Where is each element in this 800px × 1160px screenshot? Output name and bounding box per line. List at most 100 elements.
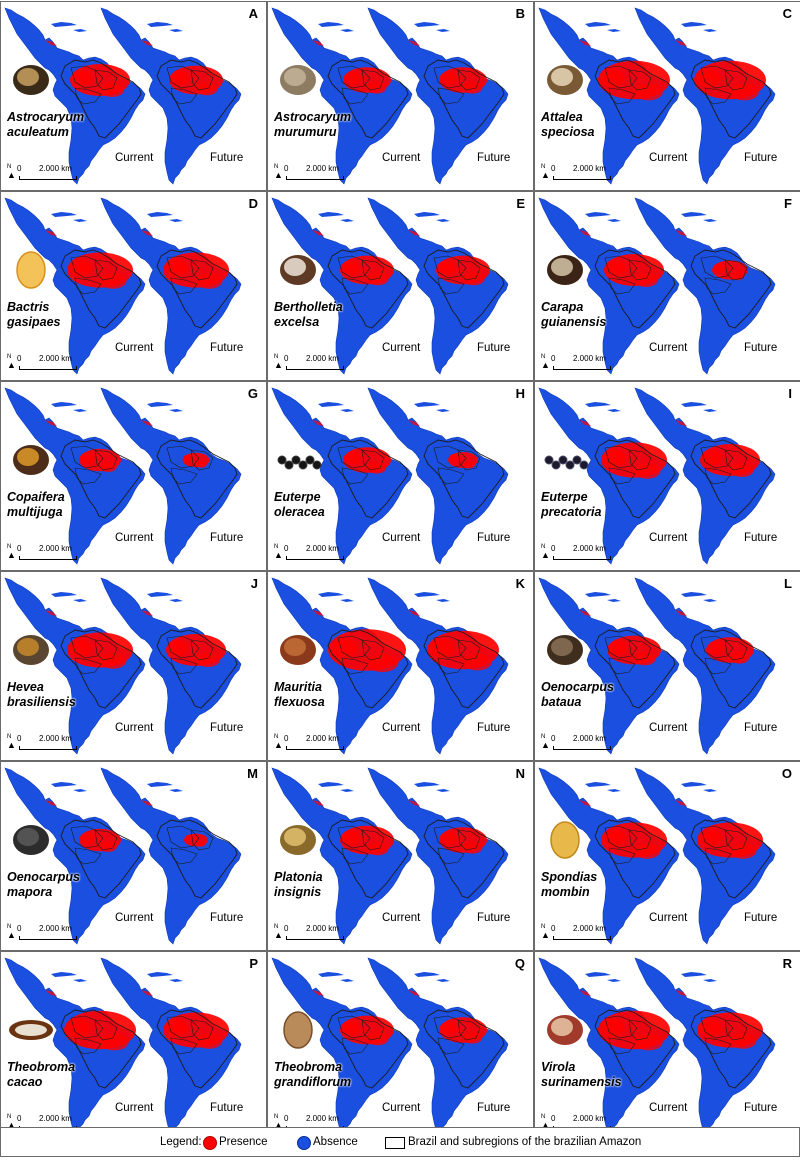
species-name: Hevea brasiliensis [7, 680, 76, 710]
brazil-boundary [690, 249, 772, 329]
caribbean-islands [681, 592, 717, 602]
amazon-subregion-boundary [190, 69, 214, 91]
presence-area [675, 230, 687, 236]
caribbean-islands [51, 592, 87, 602]
scale-bar-line [553, 556, 611, 560]
future-map [100, 767, 242, 945]
brazil-boundary [156, 629, 238, 709]
absence-area [271, 577, 413, 755]
future-map [100, 577, 242, 755]
presence-area [634, 83, 663, 101]
north-label: N [7, 924, 12, 930]
future-label: Future [210, 912, 244, 924]
scale-bar: N ▲ 0 2.000 km [5, 164, 115, 188]
presence-area [141, 990, 153, 996]
presence-area [675, 990, 687, 996]
amazon-subregion-boundary [70, 255, 104, 279]
amazon-subregion-boundary [337, 65, 371, 89]
absence-area [4, 577, 146, 755]
genus-label: Hevea [7, 680, 44, 694]
future-label: Future [477, 1102, 511, 1114]
panel-maps [538, 767, 776, 945]
amazon-subregion-boundary [700, 65, 734, 89]
species-name: Copaifera multijuga [7, 490, 65, 520]
scale-bar-line [19, 366, 77, 370]
amazon-subregion-boundary [70, 445, 104, 469]
presence-area [312, 800, 324, 806]
map-panel-g: G Copaifera multijuga Current Future N ▲ 0 2.000… [0, 381, 267, 571]
presence-area [367, 653, 399, 673]
map-panel-m: M Oenocarpus mapora Current Future N ▲ 0 2.000 k… [0, 761, 267, 951]
presence-area [699, 1019, 722, 1037]
future-map [100, 197, 242, 375]
current-label: Current [382, 912, 421, 924]
presence-area [713, 263, 726, 273]
brazil-boundary [594, 819, 676, 899]
species-name: Virola surinamensis [541, 1060, 622, 1090]
presence-area [367, 272, 389, 286]
absence-area [100, 767, 242, 945]
current-label: Current [382, 342, 421, 354]
presence-area [165, 1019, 188, 1037]
north-label: N [274, 354, 279, 360]
amazon-subregion-boundary [74, 1037, 102, 1055]
amazon-subregion-boundary [704, 847, 732, 865]
amazon-subregion-boundary [341, 1037, 369, 1055]
presence-area [675, 610, 687, 616]
presence-area [45, 800, 57, 806]
scale-distance: 2.000 km [573, 924, 606, 933]
caribbean-islands [585, 782, 621, 792]
amazon-subregion-boundary [361, 69, 385, 91]
brazil-boundary [60, 59, 142, 139]
amazon-subregion-boundary [700, 1015, 734, 1039]
species-name: Theobroma grandiflorum [274, 1060, 351, 1090]
current-label: Current [649, 532, 688, 544]
future-label: Future [477, 722, 511, 734]
species-name: Euterpe oleracea [274, 490, 325, 520]
amazon-subregion-boundary [190, 259, 214, 281]
caribbean-islands [318, 212, 354, 222]
caribbean-islands [318, 22, 354, 32]
presence-area [675, 40, 687, 46]
brazil-boundary [156, 439, 238, 519]
species-name: Bertholletia excelsa [274, 300, 343, 330]
brazil-nut-icon [280, 255, 316, 285]
current-label: Current [115, 152, 154, 164]
acai-berries-icon [277, 455, 322, 470]
absence-area [538, 387, 680, 565]
map-panel-n: N Platonia insignis Current Future N ▲ 0 2.000 k… [267, 761, 534, 951]
presence-area [634, 652, 656, 666]
amazon-subregion-boundary [608, 467, 636, 485]
epithet-label: murumuru [274, 125, 337, 139]
genus-label: Bertholletia [274, 300, 343, 314]
amazon-subregion-boundary [70, 635, 104, 659]
scale-zero: 0 [17, 164, 22, 173]
caribbean-islands [585, 592, 621, 602]
map-panel-q: Q Theobroma grandiflorum Current Future N ▲ 0 2.… [267, 951, 534, 1141]
current-label: Current [382, 532, 421, 544]
amazon-subregion-boundary [170, 657, 198, 675]
amazon-subregion-boundary [628, 1019, 652, 1041]
caribbean-islands [147, 402, 183, 412]
amazon-subregion-boundary [94, 1019, 118, 1041]
brazil-boundary [690, 819, 772, 899]
caribbean-islands [585, 22, 621, 32]
presence-area [429, 638, 454, 658]
amazon-subregion-boundary [361, 639, 385, 661]
north-label: N [274, 734, 279, 740]
panel-maps [538, 197, 776, 375]
amazon-subregion-boundary [170, 847, 198, 865]
scale-bar-line [286, 746, 344, 750]
presence-area [100, 842, 117, 852]
amazon-subregion-boundary [74, 87, 102, 105]
andiroba-seed-icon [547, 255, 583, 285]
presence-area [168, 640, 188, 656]
brazil-boundary [156, 819, 238, 899]
scale-zero: 0 [551, 544, 556, 553]
brazil-boundary [327, 249, 409, 329]
caribbean-islands [51, 402, 87, 412]
epithet-label: aculeatum [7, 125, 69, 139]
absence-area [100, 577, 242, 755]
amazon-subregion-boundary [704, 467, 732, 485]
amazon-subregion-boundary [190, 1019, 214, 1041]
